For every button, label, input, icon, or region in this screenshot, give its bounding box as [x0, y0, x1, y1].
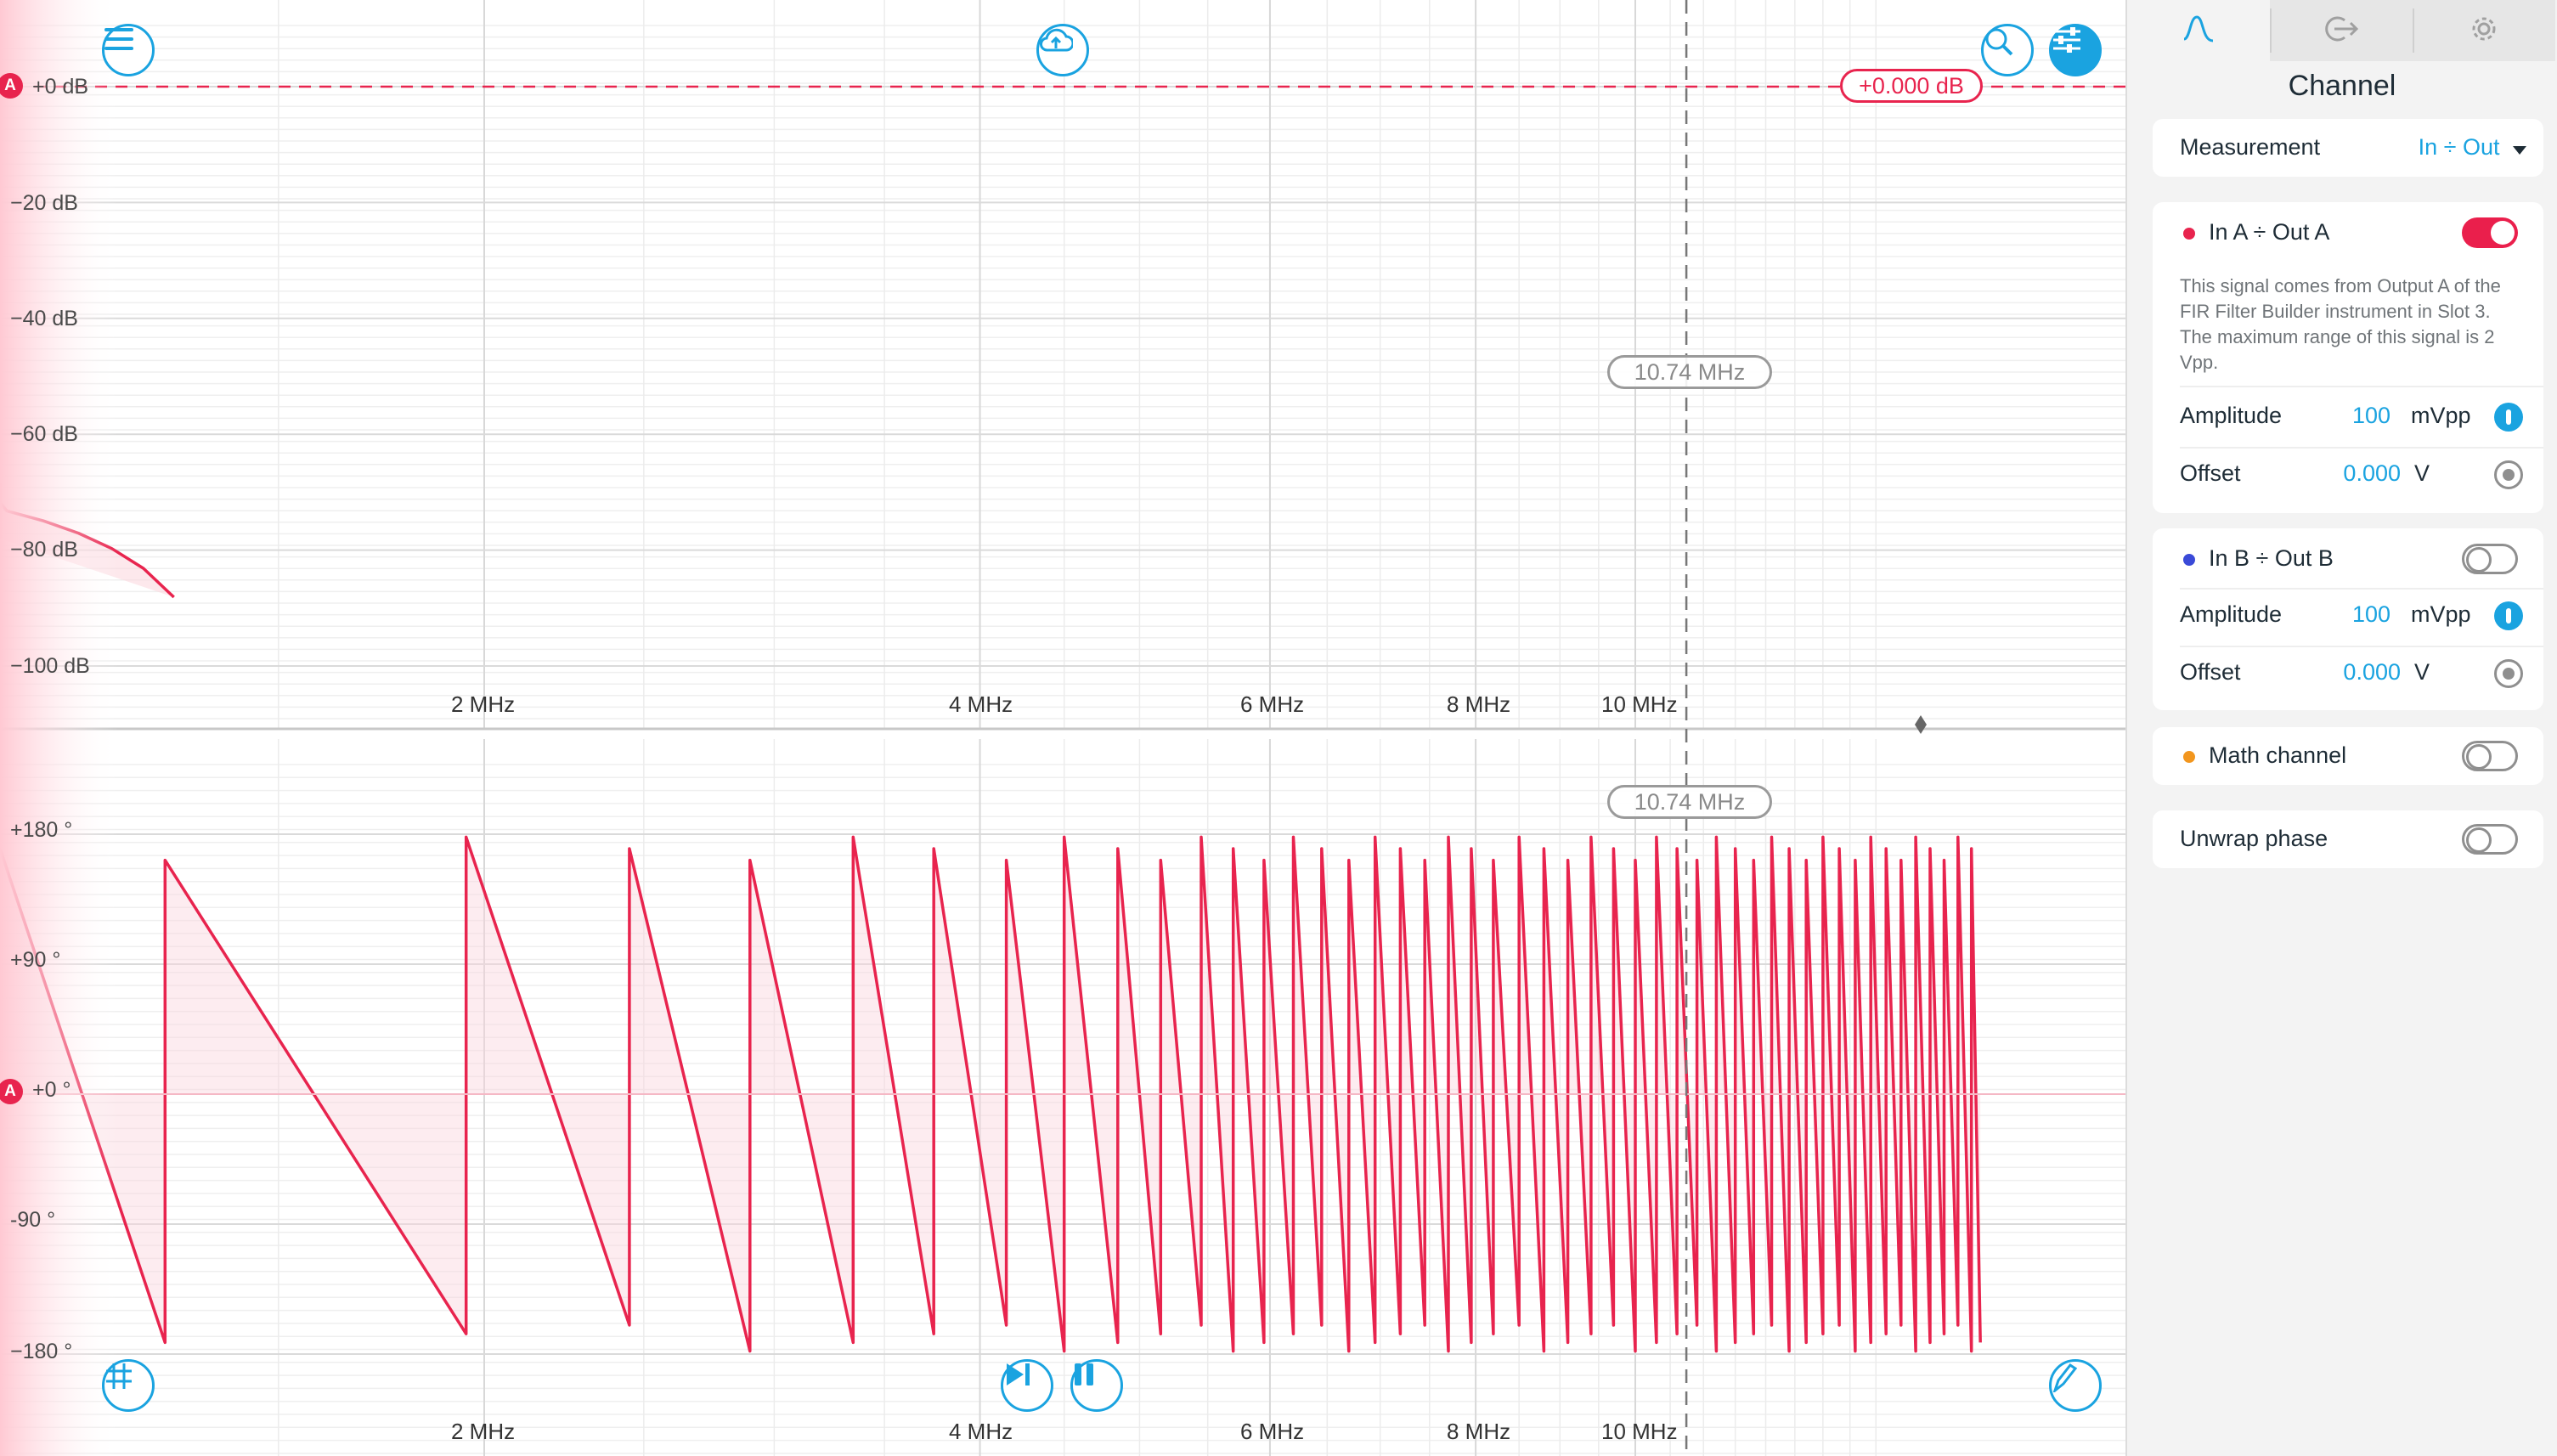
tab-settings[interactable] — [2413, 0, 2555, 61]
left-channel-fade — [0, 0, 119, 1456]
cloud-upload-button[interactable] — [1036, 24, 1089, 76]
freq-label-bottom-0: 2 MHz — [451, 1419, 516, 1444]
channel-a-amplitude-value[interactable]: 100 — [2351, 403, 2390, 428]
gain-readout-badge[interactable]: +0.000 dB — [1840, 69, 1983, 103]
channel-a-offset-knob-icon[interactable] — [2494, 460, 2523, 489]
freq-label-bottom-2: 6 MHz — [1240, 1419, 1305, 1444]
unwrap-phase-card: Unwrap phase — [2153, 810, 2543, 868]
channel-b-name: In B ÷ Out B — [2209, 545, 2334, 571]
output-tab-icon — [2323, 15, 2360, 47]
mag-label-3: −60 dB — [10, 422, 78, 446]
channel-a-offset-label: Offset — [2180, 460, 2241, 486]
channel-b-offset-unit: V — [2414, 659, 2430, 685]
channel-a-color-dot — [2183, 228, 2195, 240]
freq-label-top-3: 8 MHz — [1447, 691, 1511, 717]
math-channel-card: Math channel — [2153, 727, 2543, 785]
channel-a-divider — [2180, 386, 2543, 387]
waveform-tab-icon — [2182, 14, 2216, 48]
channel-b-amplitude-knob-icon[interactable] — [2494, 601, 2523, 630]
bode-plot-svg[interactable] — [0, 0, 2125, 1456]
measurement-select[interactable]: In ÷ Out — [2419, 134, 2526, 161]
freq-label-top-4: 10 MHz — [1601, 691, 1678, 717]
mag-label-1: −20 dB — [10, 191, 78, 215]
zoom-button[interactable] — [1981, 24, 2034, 76]
channel-a-toggle[interactable] — [2462, 217, 2518, 248]
freq-label-bottom-4: 10 MHz — [1601, 1419, 1678, 1444]
channel-b-divider-2 — [2180, 646, 2543, 647]
channel-b-amplitude-value[interactable]: 100 — [2351, 601, 2390, 627]
channel-b-toggle[interactable] — [2462, 544, 2518, 574]
gear-tab-icon — [2469, 14, 2499, 48]
controls-button[interactable] — [2049, 24, 2102, 76]
channel-a-amplitude-knob-icon[interactable] — [2494, 403, 2523, 432]
phase-trace — [0, 835, 1982, 1353]
channel-a-offset-value[interactable]: 0.000 — [2343, 460, 2401, 486]
tab-waveform[interactable] — [2127, 0, 2270, 61]
channel-b-amplitude-unit: mVpp — [2411, 601, 2471, 627]
math-channel-color-dot — [2183, 751, 2195, 763]
grid-toggle-button[interactable] — [102, 1359, 155, 1412]
math-channel-toggle[interactable] — [2462, 741, 2518, 771]
probe-button[interactable] — [2049, 1359, 2102, 1412]
channel-a-amplitude-unit: mVpp — [2411, 403, 2471, 428]
panel-title: Channel — [2288, 70, 2396, 102]
freq-label-top-2: 6 MHz — [1240, 691, 1305, 717]
math-channel-name: Math channel — [2209, 742, 2347, 768]
channel-a-card: In A ÷ Out A This signal comes from Outp… — [2153, 202, 2543, 513]
single-step-button[interactable] — [1001, 1359, 1053, 1412]
phase-label-4: −180 ° — [10, 1340, 73, 1363]
chevron-down-icon — [2513, 134, 2526, 161]
measurement-label: Measurement — [2180, 134, 2321, 160]
channel-b-color-dot — [2183, 554, 2195, 566]
channel-b-offset-knob-icon[interactable] — [2494, 659, 2523, 688]
channel-a-divider-2 — [2180, 447, 2543, 449]
channel-a-offset-unit: V — [2414, 460, 2430, 486]
channel-a-marker-bottom[interactable]: A — [0, 1079, 23, 1104]
phase-label-3: -90 ° — [10, 1208, 56, 1232]
channel-b-amplitude-label: Amplitude — [2180, 601, 2283, 627]
panel-tab-bar — [2127, 0, 2557, 61]
channel-b-card: In B ÷ Out B Amplitude 100 mVpp Offset 0… — [2153, 528, 2543, 710]
mag-label-2: −40 dB — [10, 307, 78, 330]
cursor-frequency-label-bottom[interactable]: 10.74 MHz — [1607, 785, 1772, 819]
mag-label-4: −80 dB — [10, 538, 78, 562]
channel-a-name: In A ÷ Out A — [2209, 219, 2330, 245]
channel-a-amplitude-label: Amplitude — [2180, 403, 2283, 428]
unwrap-phase-label: Unwrap phase — [2180, 826, 2328, 851]
mag-label-5: −100 dB — [10, 654, 90, 678]
measurement-card[interactable]: Measurement In ÷ Out — [2153, 119, 2543, 177]
freq-label-bottom-3: 8 MHz — [1447, 1419, 1511, 1444]
channel-b-offset-label: Offset — [2180, 659, 2241, 685]
cursor-handle-icon[interactable] — [1915, 715, 1927, 734]
freq-label-bottom-1: 4 MHz — [949, 1419, 1013, 1444]
bode-plot-area[interactable]: +0 dB −20 dB −40 dB −60 dB −80 dB −100 d… — [0, 0, 2125, 1456]
unwrap-phase-toggle[interactable] — [2462, 824, 2518, 855]
menu-button[interactable] — [102, 24, 155, 76]
pause-button[interactable] — [1070, 1359, 1123, 1412]
channel-a-marker-top[interactable]: A — [0, 73, 23, 99]
phase-label-2: +0 ° — [32, 1078, 71, 1102]
mag-label-0: +0 dB — [32, 75, 89, 99]
freq-label-top-0: 2 MHz — [451, 691, 516, 717]
freq-label-top-1: 4 MHz — [949, 691, 1013, 717]
cursor-frequency-label-top[interactable]: 10.74 MHz — [1607, 355, 1772, 389]
measurement-value: In ÷ Out — [2418, 134, 2500, 160]
channel-b-divider — [2180, 588, 2543, 590]
tab-output[interactable] — [2270, 0, 2413, 61]
channel-b-offset-value[interactable]: 0.000 — [2343, 659, 2401, 685]
phase-label-1: +90 ° — [10, 948, 61, 972]
channel-a-description: This signal comes from Output A of the F… — [2180, 275, 2501, 373]
channel-side-panel: Channel Measurement In ÷ Out In A ÷ Out … — [2125, 0, 2557, 1456]
phase-label-0: +180 ° — [10, 818, 73, 842]
